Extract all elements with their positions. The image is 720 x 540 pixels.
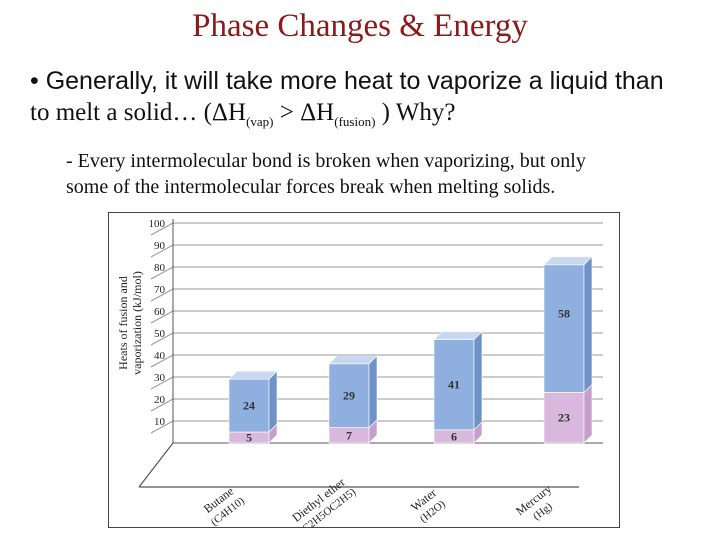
gridline-side	[150, 244, 174, 258]
y-tick-label: 40	[154, 350, 166, 362]
vaporization-bar-top	[433, 331, 483, 340]
vap-subscript: (vap)	[246, 114, 274, 129]
gridline-side	[150, 420, 174, 434]
chart-svg: 10 20 30 40 50 60 70 80 90 100 Heats of fusion and…	[116, 218, 603, 537]
y-tick-label: 100	[149, 218, 166, 230]
y-tick-label: 50	[154, 328, 166, 340]
bullet-line-1: • Generally, it will take more heat to v…	[30, 67, 664, 95]
y-tick-label: 10	[154, 416, 166, 428]
delta-h-fusion: ΔH	[300, 99, 335, 126]
vaporization-bar-front	[228, 378, 270, 433]
sub-note-line-2: some of the intermolecular forces break …	[66, 176, 556, 198]
vaporization-bar-side	[268, 370, 278, 433]
vaporization-value-label: 41	[448, 378, 460, 392]
gridline-side	[150, 332, 174, 346]
delta-h-vap: ΔH	[211, 99, 247, 126]
gridline-side	[150, 310, 174, 324]
vaporization-value-label: 58	[558, 306, 570, 320]
y-tick-label: 30	[154, 372, 166, 384]
vaporization-bar-top	[543, 256, 593, 266]
sub-note-line-1: - Every intermolecular bond is broken wh…	[66, 150, 586, 172]
y-tick-label: 90	[154, 240, 166, 252]
gridline-side	[150, 398, 174, 412]
bullet-line-2: to melt a solid… (ΔH(vap) > ΔH(fusion) )…	[30, 97, 700, 137]
fusion-value-label: 5	[246, 431, 252, 445]
slide-title: Phase Changes & Energy	[192, 8, 528, 44]
floor-left-edge	[138, 442, 174, 488]
vaporization-value-label: 24	[243, 399, 255, 413]
fusion-value-label: 6	[451, 429, 457, 443]
chart-frame: 10 20 30 40 50 60 70 80 90 100 Heats of fusion and…	[108, 212, 620, 537]
greater-than: >	[273, 99, 301, 126]
gridline-side	[150, 222, 174, 236]
y-tick-label: 20	[154, 394, 166, 406]
bullet-end: ) Why?	[375, 99, 456, 126]
vaporization-bar-top	[228, 370, 278, 380]
y-tick-label: 60	[154, 306, 166, 318]
vaporization-bar-side	[368, 355, 378, 429]
y-axis-label-line-1: Heats of fusion and	[116, 276, 130, 370]
y-axis-label-line-2: vaporization (kJ/mol)	[130, 271, 144, 375]
y-tick-label: 80	[154, 262, 166, 274]
fusion-value-label: 23	[558, 411, 570, 425]
y-tick-label: 70	[154, 284, 166, 296]
fusion-subscript: (fusion)	[334, 114, 376, 129]
vaporization-bar-top	[328, 355, 378, 365]
vaporization-bar-front	[433, 339, 475, 431]
bullet-text: • Generally, it will take more heat to v…	[30, 66, 700, 137]
fusion-bar-front	[543, 392, 585, 444]
vaporization-value-label: 29	[343, 389, 355, 403]
vaporization-bar-front	[543, 264, 585, 393]
vaporization-bar-side	[583, 256, 593, 394]
gridline-side	[150, 266, 174, 280]
gridline-side	[150, 288, 174, 302]
bullet-line-2-start: to melt a solid… (	[30, 99, 212, 126]
fusion-bar-side	[583, 383, 593, 444]
fusion-value-label: 7	[346, 428, 352, 442]
gridline-side	[150, 376, 174, 390]
vaporization-bar-side	[473, 330, 483, 431]
gridline-side	[150, 354, 174, 368]
sub-note: - Every intermolecular bond is broken wh…	[66, 148, 706, 200]
vaporization-bar-front	[328, 363, 370, 428]
